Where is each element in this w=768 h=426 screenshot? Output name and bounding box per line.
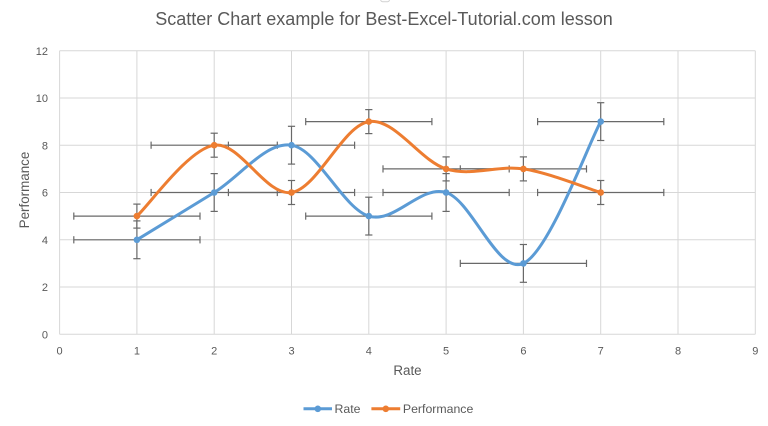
svg-text:2: 2: [42, 282, 48, 294]
svg-text:Performance: Performance: [403, 402, 474, 416]
svg-text:7: 7: [598, 346, 604, 358]
svg-text:Performance: Performance: [17, 152, 32, 229]
svg-text:12: 12: [36, 46, 48, 58]
svg-text:10: 10: [36, 93, 48, 105]
svg-text:4: 4: [42, 235, 48, 247]
svg-text:5: 5: [443, 346, 449, 358]
svg-text:Scatter Chart example for Best: Scatter Chart example for Best-Excel-Tut…: [155, 9, 613, 29]
svg-text:8: 8: [675, 346, 681, 358]
svg-text:6: 6: [520, 346, 526, 358]
svg-text:8: 8: [42, 140, 48, 152]
svg-text:0: 0: [42, 330, 48, 342]
svg-text:3: 3: [288, 346, 294, 358]
svg-text:0: 0: [57, 346, 63, 358]
svg-text:1: 1: [134, 346, 140, 358]
svg-text:2: 2: [211, 346, 217, 358]
svg-text:9: 9: [752, 346, 758, 358]
svg-text:Rate: Rate: [393, 363, 421, 378]
svg-text:6: 6: [42, 188, 48, 200]
svg-text:4: 4: [366, 346, 372, 358]
svg-text:Rate: Rate: [335, 402, 361, 416]
